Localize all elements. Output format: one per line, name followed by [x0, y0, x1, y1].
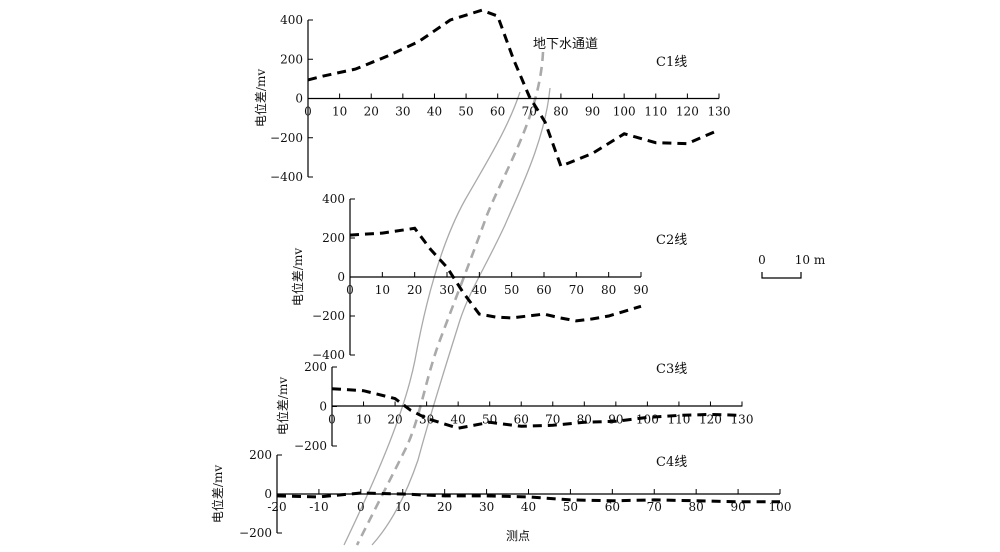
c4-y-axis-label: 电位差/mv — [210, 465, 225, 523]
channel-label: 地下水通道 — [533, 37, 598, 52]
c1-x-tick-label: 50 — [458, 105, 473, 119]
c4-x-tick-label: 80 — [689, 500, 704, 514]
c3-x-tick-label: 10 — [356, 413, 371, 427]
c4-y-tick-label: −200 — [239, 526, 272, 540]
c1-y-tick-label: 0 — [295, 92, 303, 106]
c4-x-tick-label: -10 — [309, 500, 328, 514]
c4-x-tick-label: 40 — [521, 500, 536, 514]
c1-y-tick-label: 200 — [280, 52, 303, 66]
c4-x-tick-label: 70 — [647, 500, 662, 514]
c1-x-tick-label: 130 — [708, 105, 731, 119]
c2-x-tick-label: 50 — [504, 283, 519, 297]
c2-series-line — [349, 226, 642, 323]
c2-x-tick-label: 30 — [439, 283, 454, 297]
c1-x-tick-label: 110 — [644, 105, 667, 119]
c1-y-axis-label: 电位差/mv — [253, 69, 268, 127]
c2-x-tick-label: 70 — [569, 283, 584, 297]
c2-y-tick-label: 0 — [337, 270, 345, 284]
panel-c1: 0 10 20 30 40 50 60 70 80 90 100 110 120 130 −400 −200… — [253, 8, 730, 184]
c3-y-tick-label: −200 — [294, 439, 327, 453]
c2-y-tick-labels: −400 −200 0 200 400 — [312, 192, 345, 362]
c1-x-tick-label: 80 — [553, 105, 568, 119]
scale-bar-line — [761, 272, 802, 279]
c2-x-tick-label: 60 — [536, 283, 551, 297]
c1-x-tick-label: 10 — [332, 105, 347, 119]
c1-y-tick-label: 400 — [280, 13, 303, 27]
c3-y-tick-label: 200 — [304, 360, 327, 374]
c3-x-tick-label: 20 — [387, 413, 402, 427]
c2-tick-marks — [349, 198, 642, 356]
c1-x-tick-label: 70 — [522, 105, 537, 119]
c2-y-tick-label: −200 — [312, 309, 345, 323]
c4-x-tick-label: -20 — [267, 500, 286, 514]
c2-y-axis-label: 电位差/mv — [290, 248, 305, 306]
c3-y-tick-label: 0 — [319, 400, 327, 414]
c3-x-tick-label: 40 — [451, 413, 466, 427]
scale-bar-start: 0 — [758, 253, 766, 267]
c1-x-tick-label: 30 — [395, 105, 410, 119]
channel-right-edge — [371, 87, 551, 546]
c2-line-label: C2线 — [656, 233, 687, 248]
c1-series-line — [307, 8, 720, 169]
c3-y-tick-labels: −200 0 200 — [294, 360, 327, 453]
scale-bar: 0 10 m — [758, 253, 826, 279]
c4-tick-marks — [276, 454, 781, 534]
c2-y-tick-label: 400 — [322, 192, 345, 206]
c3-y-axis-label: 电位差/mv — [275, 377, 290, 435]
panel-c3: 0 10 20 30 40 50 60 70 80 90 100 110 120 130 −2000200… — [275, 360, 753, 453]
c1-y-tick-label: −200 — [270, 131, 303, 145]
c1-x-tick-label: 100 — [613, 105, 636, 119]
c1-y-tick-label: −400 — [270, 170, 303, 184]
c3-x-tick-label: 80 — [577, 413, 592, 427]
c2-x-tick-label: 10 — [375, 283, 390, 297]
c2-y-tick-label: 200 — [322, 231, 345, 245]
c3-x-tick-label: 70 — [545, 413, 560, 427]
c2-x-tick-label: 90 — [633, 283, 648, 297]
c4-x-tick-label: 60 — [605, 500, 620, 514]
c3-series-line — [331, 387, 743, 430]
c4-x-tick-label: 50 — [563, 500, 578, 514]
c1-x-tick-label: 120 — [676, 105, 699, 119]
c1-x-tick-label: 40 — [427, 105, 442, 119]
c4-x-axis-label: 测点 — [506, 529, 530, 543]
c2-x-tick-label: 20 — [407, 283, 422, 297]
c1-x-tick-label: 60 — [490, 105, 505, 119]
c2-x-tick-label: 0 — [346, 283, 354, 297]
c2-x-tick-labels: 0 10 20 30 40 50 60 70 80 90 — [346, 283, 648, 297]
scale-bar-end: 10 m — [795, 253, 826, 267]
channel-left-edge — [343, 91, 521, 546]
c1-x-tick-label: 20 — [364, 105, 379, 119]
c4-series-line — [276, 491, 780, 504]
c4-x-tick-label: 30 — [479, 500, 494, 514]
c3-x-tick-label: 0 — [328, 413, 336, 427]
c1-x-tick-labels: 0 10 20 30 40 50 60 70 80 90 100 110 120 130 — [304, 105, 730, 119]
c4-x-tick-label: 90 — [730, 500, 745, 514]
c1-y-tick-labels: −400 −200 0 200 400 — [270, 13, 303, 184]
c4-x-tick-label: 0 — [357, 500, 365, 514]
c2-x-tick-label: 40 — [472, 283, 487, 297]
groundwater-channel — [343, 51, 551, 546]
c4-y-tick-labels: −200 0 200 — [239, 448, 272, 540]
c4-x-tick-label: 20 — [437, 500, 452, 514]
c1-line-label: C1线 — [656, 55, 687, 70]
c4-x-tick-label: 10 — [395, 500, 410, 514]
c3-tick-marks — [331, 366, 743, 447]
channel-centerline — [355, 51, 545, 546]
c1-x-tick-label: 90 — [585, 105, 600, 119]
c2-x-tick-label: 80 — [601, 283, 616, 297]
c3-x-tick-label: 90 — [608, 413, 623, 427]
c4-x-tick-labels: -20 -10 0 10 20 30 40 50 60 70 80 90 100 — [267, 500, 791, 514]
c4-line-label: C4线 — [656, 455, 687, 470]
c2-y-tick-label: −400 — [312, 348, 345, 362]
c3-x-tick-label: 60 — [514, 413, 529, 427]
panel-c4: -20 -10 0 10 20 30 40 50 60 70 80 90 100 −200 0 200 C4… — [210, 448, 791, 543]
c4-x-tick-label: 100 — [769, 500, 792, 514]
c3-line-label: C3线 — [656, 362, 687, 377]
c4-y-tick-label: 0 — [264, 487, 272, 501]
c4-y-tick-label: 200 — [249, 448, 272, 462]
c1-x-tick-label: 0 — [304, 105, 312, 119]
